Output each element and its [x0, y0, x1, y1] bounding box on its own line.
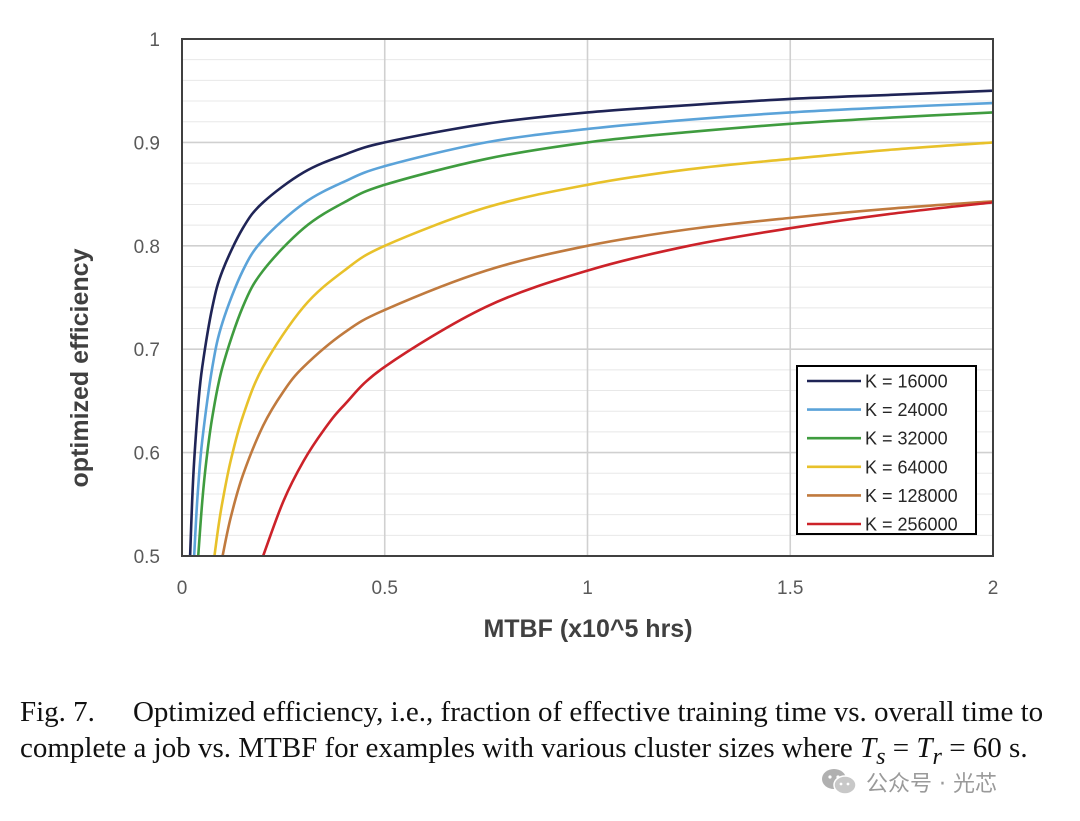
efficiency-chart: 0.5 0.6 0.7 0.8 0.9 1 0 0.5 1 1.5 2 MTBF (x10^5 h… — [66, 30, 999, 643]
legend-label: K = 256000 — [865, 515, 958, 535]
caption-math-eq: = — [885, 732, 917, 764]
legend-label: K = 128000 — [865, 486, 958, 506]
y-tick-label: 0.6 — [134, 444, 160, 465]
legend-label: K = 32000 — [865, 429, 948, 449]
series-line-3 — [196, 111, 994, 557]
series-line-2 — [192, 101, 994, 557]
series-line-4 — [213, 141, 994, 557]
grid — [181, 38, 994, 557]
y-tick-label: 0.9 — [134, 133, 160, 154]
x-tick-labels: 0 0.5 1 1.5 2 — [177, 578, 999, 599]
series-line-1 — [188, 89, 994, 557]
caption-label: Fig. 7. — [20, 696, 95, 728]
figure-caption: Fig. 7. Optimized efficiency, i.e., fract… — [20, 694, 1065, 775]
series-line-5 — [221, 200, 994, 557]
legend-label: K = 16000 — [865, 372, 948, 392]
y-axis-title: optimized efficiency — [66, 248, 94, 487]
x-tick-label: 2 — [988, 578, 999, 599]
x-tick-label: 0.5 — [372, 578, 398, 599]
legend-label: K = 24000 — [865, 400, 948, 420]
legend: K = 16000 K = 24000 K = 32000 K = 64000 K = … — [796, 365, 977, 535]
plot-frame — [181, 38, 994, 557]
legend-box — [796, 365, 977, 535]
y-tick-label: 0.5 — [134, 547, 160, 568]
y-tick-label: 0.7 — [134, 340, 160, 361]
series-line-6 — [261, 201, 994, 557]
caption-text: Optimized efficiency, i.e., fraction of … — [20, 696, 1044, 764]
y-tick-labels: 0.5 0.6 0.7 0.8 0.9 1 — [134, 30, 160, 568]
caption-math-tr: Tr — [916, 732, 942, 770]
watermark: 公众号 · 光芯 — [820, 766, 1060, 798]
legend-label: K = 64000 — [865, 457, 948, 477]
x-tick-label: 1.5 — [777, 578, 803, 599]
series-lines — [188, 89, 994, 557]
caption-math-value: = 60 s. — [941, 732, 1028, 764]
wechat-icon — [822, 769, 857, 795]
x-tick-label: 1 — [582, 578, 593, 599]
caption-math-ts: Ts — [860, 732, 886, 770]
y-tick-label: 0.8 — [134, 237, 160, 258]
x-axis-title: MTBF (x10^5 hrs) — [483, 615, 692, 643]
y-tick-label: 1 — [149, 30, 160, 51]
watermark-text: 公众号 · 光芯 — [866, 772, 997, 797]
x-tick-label: 0 — [177, 578, 188, 599]
